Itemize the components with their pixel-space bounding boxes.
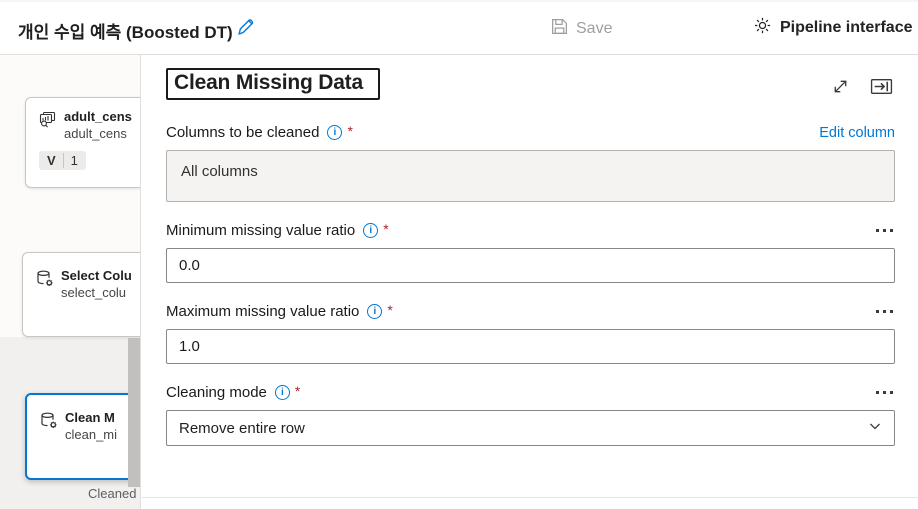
expand-panel-button[interactable]: [831, 77, 850, 96]
node-title: adult_cens: [64, 109, 132, 124]
output-port-label: Cleaned: [88, 486, 137, 501]
node-select-columns[interactable]: Select Colu select_colu: [22, 252, 140, 337]
cleaning-mode-label: Cleaning mode: [166, 384, 267, 401]
maximum-missing-value-ratio-input[interactable]: [166, 329, 895, 364]
expand-diagonal-icon: [831, 80, 850, 99]
info-icon[interactable]: i: [327, 125, 343, 140]
save-icon: [550, 17, 569, 41]
node-adult-census-dataset[interactable]: adult_cens adult_cens V 1: [25, 97, 140, 188]
module-title-editable[interactable]: Clean Missing Data: [166, 68, 380, 100]
edit-title-button[interactable]: [236, 17, 257, 41]
node-subtitle: select_colu: [61, 285, 127, 300]
field-more-options-button[interactable]: [874, 306, 895, 317]
chevron-down-icon: [868, 419, 882, 437]
database-gear-icon: [35, 269, 55, 300]
edit-column-link[interactable]: Edit column: [819, 124, 895, 141]
required-asterisk: *: [383, 220, 389, 237]
version-label: V: [47, 153, 64, 168]
save-button-label: Save: [576, 20, 613, 37]
minimum-missing-value-ratio-label: Minimum missing value ratio: [166, 222, 356, 239]
cleaning-mode-selected-value: Remove entire row: [179, 419, 305, 437]
collapse-right-icon: [870, 79, 893, 99]
maximum-missing-value-ratio-label: Maximum missing value ratio: [166, 303, 360, 320]
field-more-options-button[interactable]: [874, 225, 895, 236]
pipeline-canvas[interactable]: adult_cens adult_cens V 1 Select Colu se…: [0, 55, 140, 509]
dataset-version-badge[interactable]: V 1: [39, 151, 86, 170]
pencil-icon: [236, 19, 257, 41]
pipeline-interface-button[interactable]: Pipeline interface: [753, 16, 913, 40]
info-icon[interactable]: i: [363, 223, 379, 238]
canvas-scrollbar[interactable]: [128, 338, 140, 487]
gear-icon: [753, 16, 772, 40]
node-subtitle: clean_mi: [65, 427, 118, 442]
required-asterisk: *: [347, 122, 353, 139]
version-value: 1: [70, 153, 78, 168]
info-icon[interactable]: i: [367, 304, 383, 319]
columns-to-be-cleaned-label: Columns to be cleaned: [166, 124, 320, 141]
info-icon[interactable]: i: [274, 385, 290, 400]
pipeline-title: 개인 수입 예측 (Boosted DT): [18, 23, 233, 42]
node-title: Select Colu: [61, 268, 132, 283]
node-clean-missing-data[interactable]: Clean M clean_mi: [25, 393, 140, 480]
panel-footer-divider: [142, 497, 918, 498]
save-button[interactable]: Save: [550, 17, 612, 41]
required-asterisk: *: [387, 301, 393, 318]
cleaning-mode-dropdown[interactable]: Remove entire row: [166, 410, 895, 446]
node-subtitle: adult_cens: [64, 126, 127, 141]
module-properties-panel: Clean Missing Data Columns to: [140, 55, 918, 509]
node-title: Clean M: [65, 410, 115, 425]
columns-to-be-cleaned-value: All columns: [166, 150, 895, 202]
database-gear-icon: [39, 411, 59, 442]
field-more-options-button[interactable]: [874, 387, 895, 398]
pipeline-interface-label: Pipeline interface: [780, 19, 913, 36]
required-asterisk: *: [294, 382, 301, 399]
top-toolbar: 개인 수입 예측 (Boosted DT) Save Pipeline inte…: [0, 0, 918, 55]
dataset-preview-icon: [38, 110, 58, 141]
collapse-panel-right-button[interactable]: [870, 77, 893, 96]
minimum-missing-value-ratio-input[interactable]: [166, 248, 895, 283]
